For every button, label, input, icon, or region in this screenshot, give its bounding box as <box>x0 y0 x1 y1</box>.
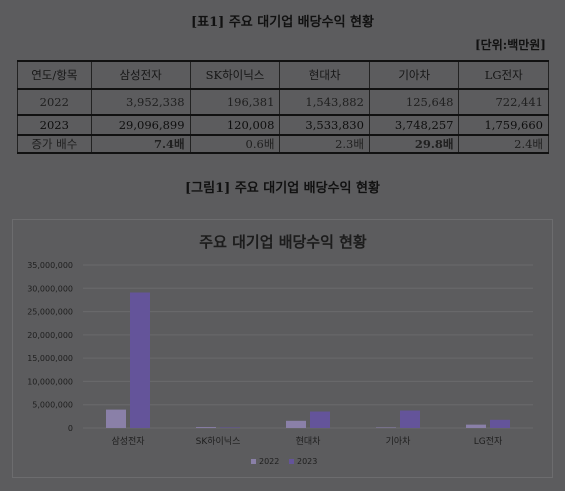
y-tick-label: 15,000,000 <box>27 354 73 363</box>
table-row: 증가 배수 7.4배 0.6배 2.3배 29.8배 2.4배 <box>17 134 549 154</box>
table-cell: 2.3배 <box>279 134 370 154</box>
bar-2022 <box>196 427 216 428</box>
table-cell: 29.8배 <box>368 134 460 154</box>
unit-label: [단위:백만원] <box>475 38 546 52</box>
table-row: 2023 29,096,899 120,008 3,533,830 3,748,… <box>17 114 549 136</box>
chart-title: 주요 대기업 배당수익 현황 <box>199 233 367 251</box>
row-label: 2023 <box>17 114 92 136</box>
legend-swatch <box>289 459 294 464</box>
table-cell: 3,748,257 <box>368 114 460 136</box>
bar-2022 <box>286 420 306 428</box>
table-cell: 7.4배 <box>90 134 191 154</box>
figure-title: [그림1] 주요 대기업 배당수익 현황 <box>185 181 380 196</box>
dividend-table: 연도/항목 삼성전자 SK하이닉스 현대차 기아차 LG전자 2022 3,95… <box>17 60 549 154</box>
header-company: LG전자 <box>458 60 549 90</box>
header-company: SK하이닉스 <box>189 60 281 90</box>
row-label: 2022 <box>17 88 92 116</box>
y-tick-label: 25,000,000 <box>27 308 73 317</box>
table-header-row: 연도/항목 삼성전자 SK하이닉스 현대차 기아차 LG전자 <box>17 60 549 90</box>
table-cell: 125,648 <box>368 88 460 116</box>
bar-2023 <box>400 410 420 428</box>
table-cell: 120,008 <box>189 114 281 136</box>
table-row: 2022 3,952,338 196,381 1,543,882 125,648… <box>17 88 549 116</box>
y-tick-label: 0 <box>68 424 73 433</box>
table-cell: 1,543,882 <box>279 88 370 116</box>
header-company: 현대차 <box>279 60 370 90</box>
row-label: 증가 배수 <box>17 134 92 154</box>
x-tick-label: SK하이닉스 <box>196 436 241 447</box>
bar-2022 <box>376 427 396 428</box>
y-tick-label: 35,000,000 <box>27 261 73 270</box>
y-tick-label: 10,000,000 <box>27 377 73 386</box>
table-title: [표1] 주요 대기업 배당수익 현황 <box>191 15 374 30</box>
x-tick-label: 삼성전자 <box>111 436 145 447</box>
header-company: 삼성전자 <box>90 60 191 90</box>
header-label: 연도/항목 <box>17 60 92 90</box>
header-company: 기아차 <box>368 60 460 90</box>
x-tick-label: LG전자 <box>474 436 503 447</box>
chart-container: 주요 대기업 배당수익 현황 0 5,000,000 10,000,000 15,000… <box>12 219 553 478</box>
table-cell: 29,096,899 <box>90 114 191 136</box>
table-cell: 0.6배 <box>189 134 281 154</box>
legend-label: 2023 <box>297 457 317 466</box>
y-tick-label: 20,000,000 <box>27 331 73 340</box>
bar-2022 <box>466 424 486 428</box>
table-cell: 196,381 <box>189 88 281 116</box>
table-cell: 1,759,660 <box>458 114 549 136</box>
table-cell: 3,952,338 <box>90 88 191 116</box>
y-tick-label: 5,000,000 <box>32 401 73 410</box>
bar-2022 <box>106 409 126 428</box>
bar-2023 <box>490 419 510 428</box>
x-tick-label: 현대차 <box>296 435 322 447</box>
x-tick-label: 기아차 <box>386 435 412 447</box>
legend-label: 2022 <box>259 457 279 466</box>
bar-2023 <box>310 411 330 428</box>
table-cell: 2.4배 <box>458 134 549 154</box>
table-cell: 722,441 <box>458 88 549 116</box>
bar-2023 <box>220 427 240 428</box>
table-cell: 3,533,830 <box>279 114 370 136</box>
y-tick-label: 30,000,000 <box>27 284 73 293</box>
legend-swatch <box>251 459 256 464</box>
bar-2023 <box>130 292 150 428</box>
bar-chart: 주요 대기업 배당수익 현황 0 5,000,000 10,000,000 15,000… <box>27 233 533 466</box>
